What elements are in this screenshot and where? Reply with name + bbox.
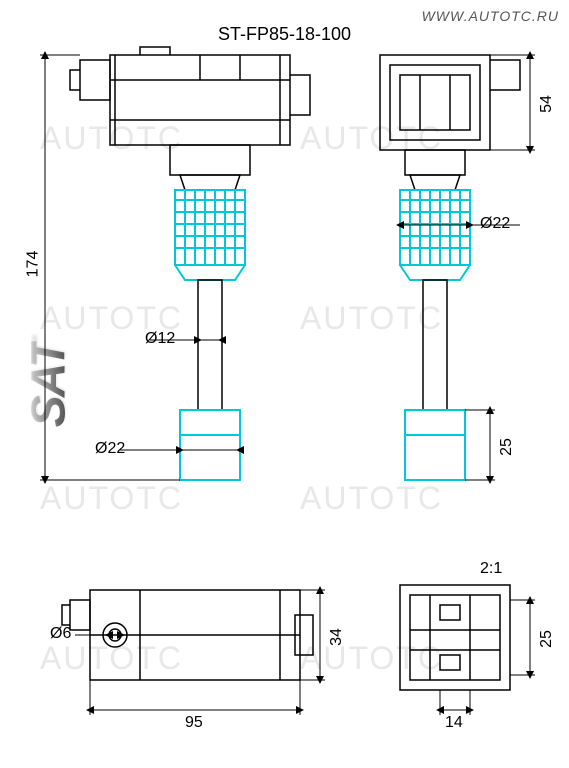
- drawing-svg: [0, 0, 569, 768]
- technical-drawing-canvas: AUTOTC AUTOTC AUTOTC AUTOTC AUTOTC AUTOT…: [0, 0, 569, 768]
- dim-top-width: 34: [328, 628, 346, 646]
- scale-ratio: 2:1: [480, 560, 502, 578]
- front-left-view: [70, 47, 310, 480]
- dim-top-length: 95: [185, 714, 203, 732]
- connector-detail: [400, 585, 510, 690]
- dim-shaft-diameter: Ø12: [145, 330, 175, 348]
- dim-upper-diameter: Ø22: [480, 215, 510, 233]
- dim-connector-inner: 25: [538, 630, 556, 648]
- front-right-view: [380, 55, 520, 480]
- dim-height-total: 174: [24, 251, 42, 278]
- dim-connector-height: 54: [538, 95, 556, 113]
- dim-boot-diameter: Ø22: [95, 440, 125, 458]
- dim-connector-width: 14: [445, 714, 463, 732]
- dim-hole: Ø6: [50, 625, 71, 643]
- dim-boot-height: 25: [498, 438, 516, 456]
